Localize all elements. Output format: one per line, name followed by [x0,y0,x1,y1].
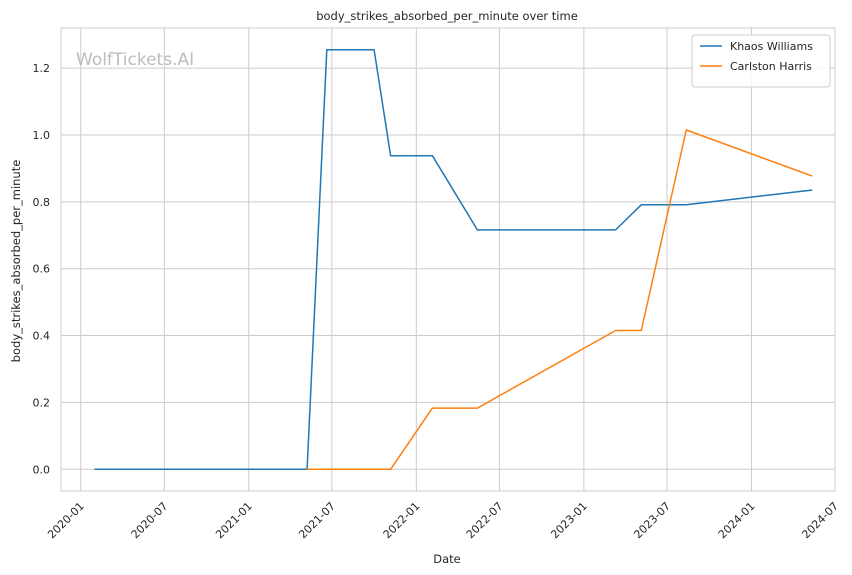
plot-frame [60,27,836,492]
legend-label: Khaos Williams [730,40,813,53]
series-layer [94,48,813,471]
x-axis-label: Date [433,552,461,566]
series-line [306,129,813,471]
watermark: WolfTickets.AI [76,50,194,70]
chart-title: body_strikes_absorbed_per_minute over ti… [316,9,578,23]
series-line [94,48,813,471]
legend-box [691,34,831,88]
y-tick-label: 0.2 [33,396,51,409]
y-tick-label: 1.0 [33,129,51,142]
y-tick-label: 0.8 [33,196,51,209]
y-axis-ticks: 0.0 0.2 0.4 0.6 0.8 1.0 1.2 [33,62,51,476]
plot-area [61,28,835,491]
y-axis-label: body_strikes_absorbed_per_minute [9,160,23,363]
y-tick-label: 1.2 [33,62,51,75]
legend-label: Carlston Harris [730,60,812,73]
y-tick-label: 0.6 [33,263,51,276]
y-tick-label: 0.0 [33,463,51,476]
y-tick-label: 0.4 [33,330,51,343]
legend: Khaos Williams Carlston Harris [691,34,831,88]
